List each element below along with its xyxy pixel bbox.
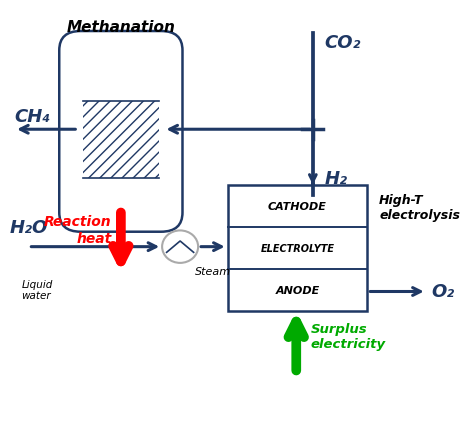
Text: ANODE: ANODE	[275, 285, 319, 295]
Text: CATHODE: CATHODE	[268, 201, 327, 211]
Text: H₂O: H₂O	[9, 219, 48, 236]
Text: Methanation: Methanation	[66, 20, 175, 35]
Text: CO₂: CO₂	[325, 34, 361, 52]
Text: H₂: H₂	[325, 170, 348, 187]
Text: Reaction
heat: Reaction heat	[44, 215, 111, 245]
Text: O₂: O₂	[431, 283, 455, 301]
Text: CH₄: CH₄	[14, 108, 50, 126]
Bar	[83, 102, 159, 179]
Bar	[228, 185, 367, 311]
Circle shape	[162, 231, 198, 263]
Text: High-T
electrolysis: High-T electrolysis	[379, 194, 460, 222]
Text: Liquid
water: Liquid water	[21, 279, 53, 301]
FancyBboxPatch shape	[59, 32, 182, 232]
Text: ELECTROLYTE: ELECTROLYTE	[260, 243, 335, 253]
Text: Steam: Steam	[195, 266, 231, 276]
Text: Surplus
electricity: Surplus electricity	[310, 322, 385, 351]
